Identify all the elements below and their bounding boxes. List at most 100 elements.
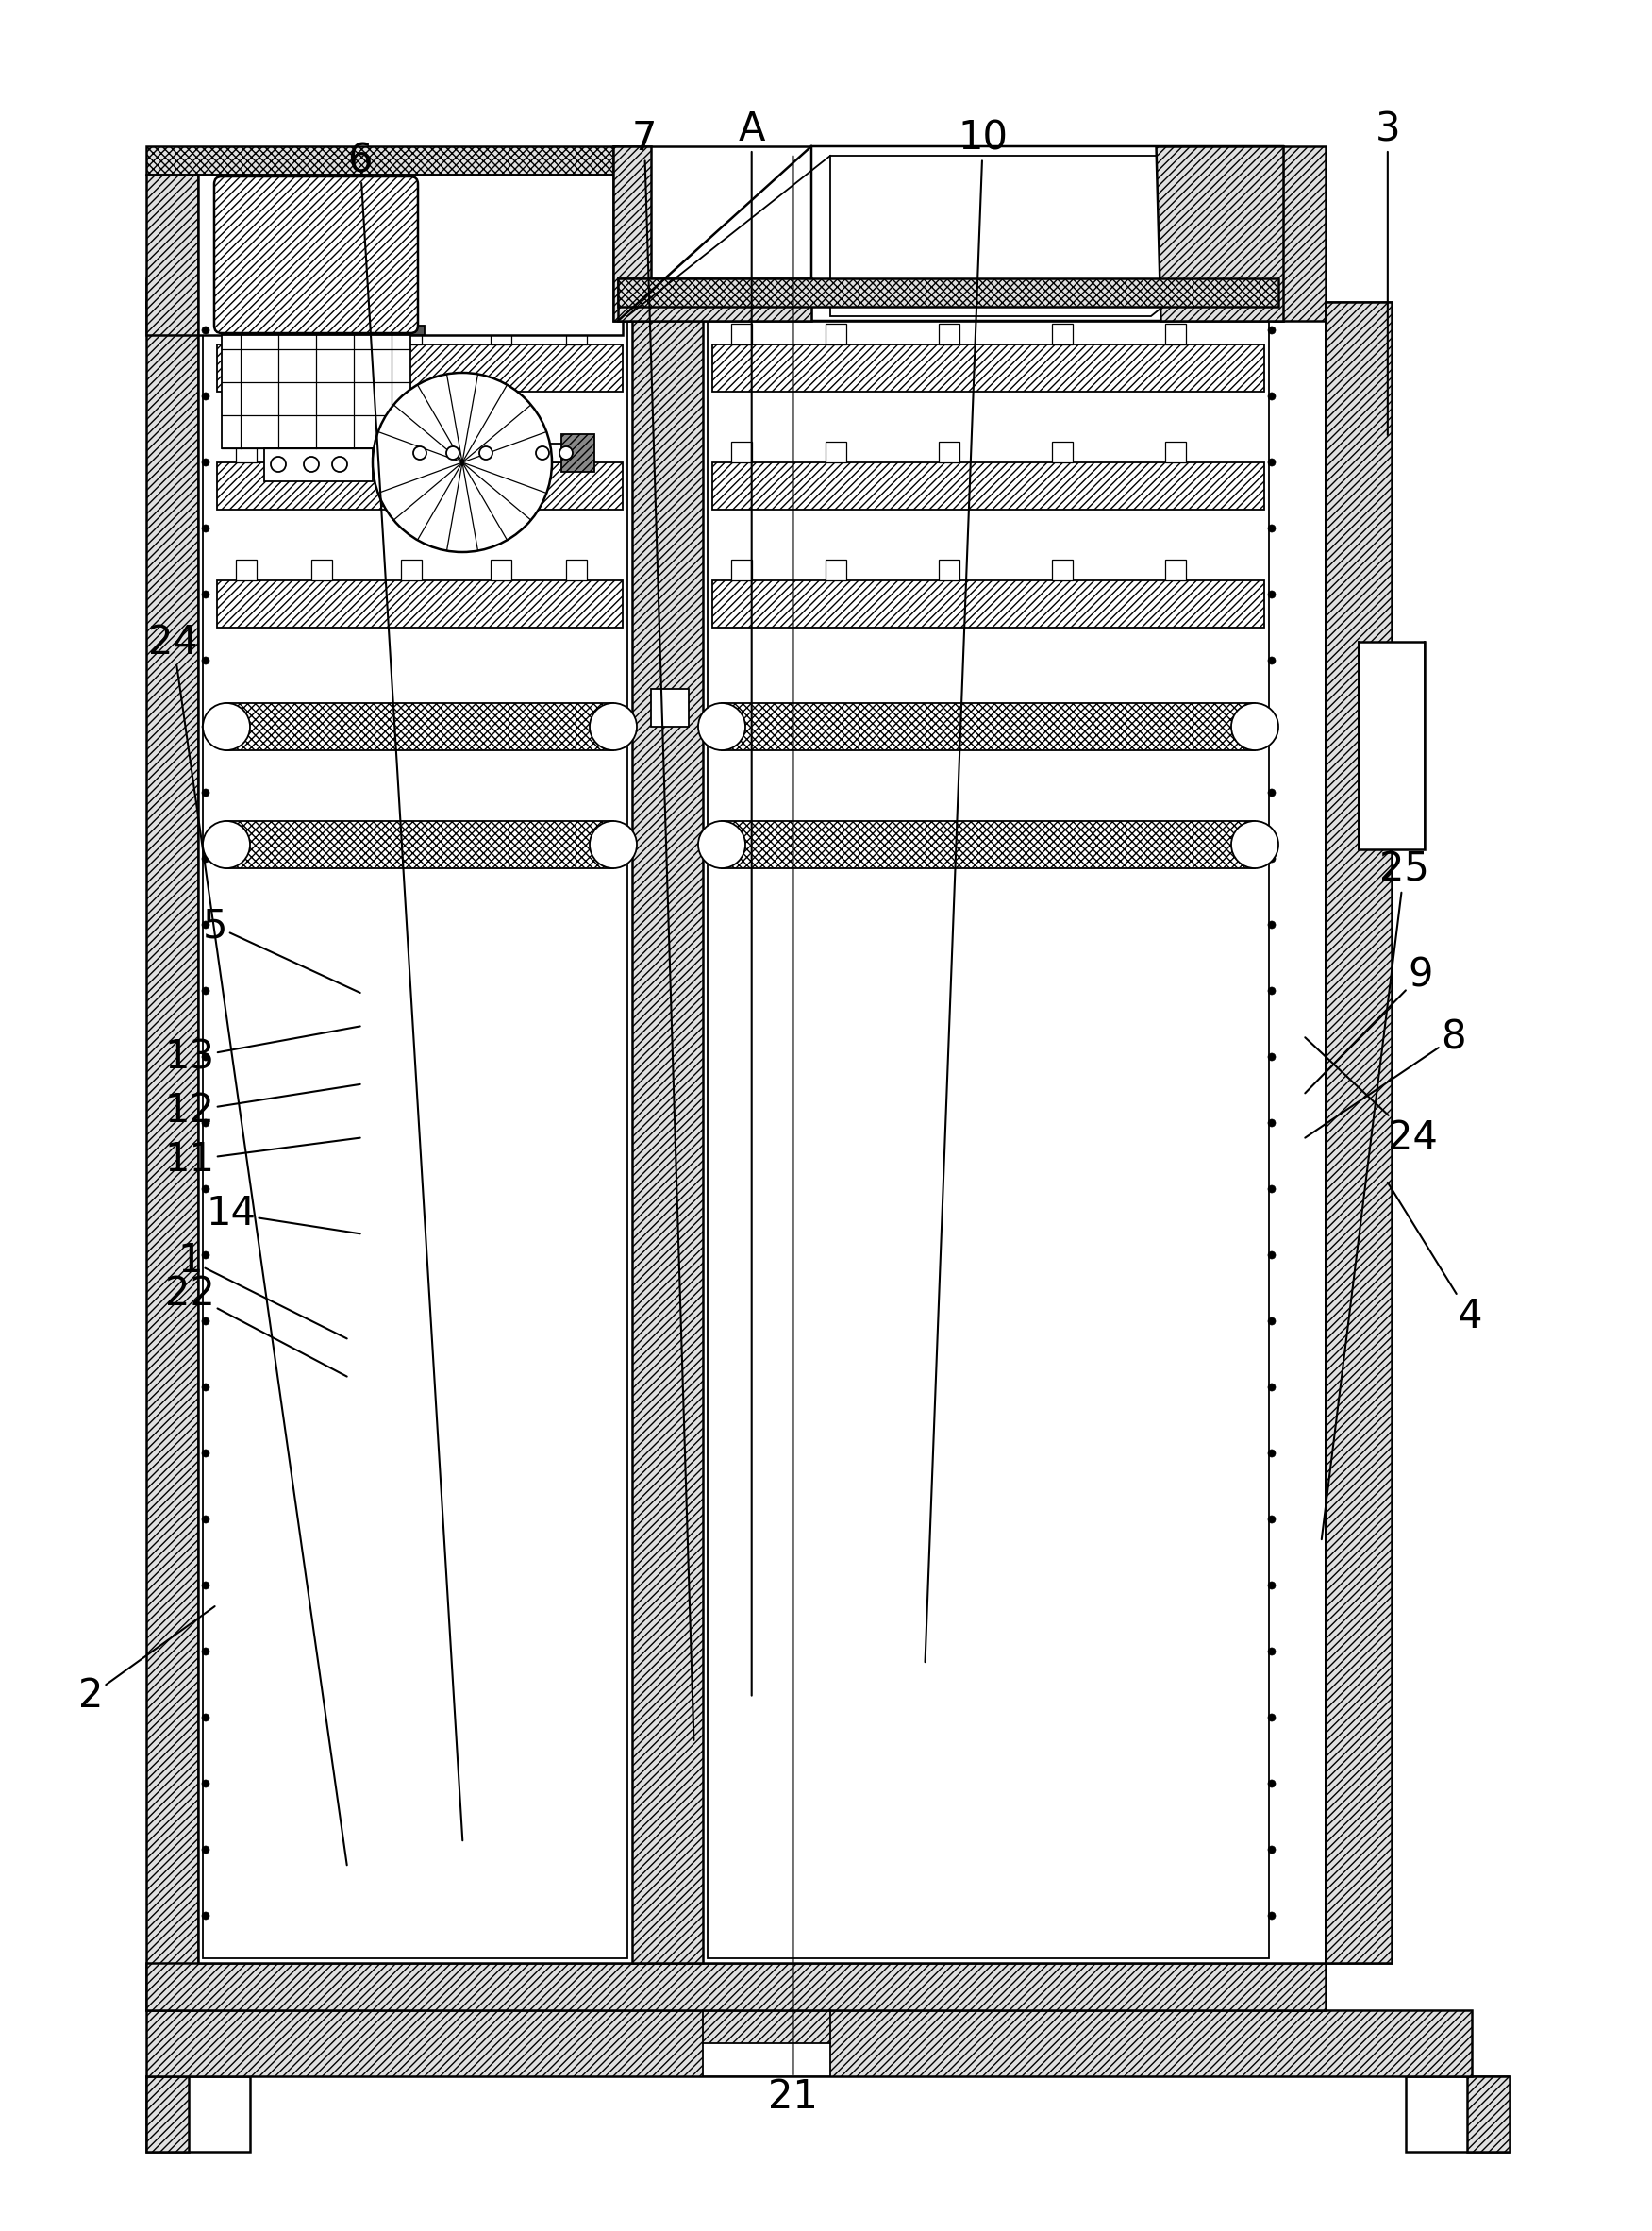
Bar: [562, 435, 595, 473]
Bar: [712, 344, 1264, 393]
Bar: [216, 462, 623, 509]
Circle shape: [590, 703, 636, 750]
Circle shape: [1269, 1649, 1275, 1655]
Circle shape: [560, 446, 573, 460]
Circle shape: [332, 457, 347, 473]
Circle shape: [1269, 1515, 1275, 1524]
Bar: [1325, 301, 1391, 1963]
Bar: [147, 2010, 1472, 2077]
Bar: [147, 147, 618, 174]
Circle shape: [202, 326, 210, 335]
Bar: [1052, 442, 1072, 462]
Text: 1: 1: [177, 1240, 347, 1339]
Circle shape: [202, 723, 210, 730]
FancyBboxPatch shape: [215, 176, 418, 332]
Bar: [491, 323, 512, 344]
Circle shape: [1231, 821, 1279, 868]
Bar: [221, 326, 425, 335]
Circle shape: [1269, 1845, 1275, 1854]
Bar: [147, 174, 198, 335]
Bar: [722, 821, 1256, 868]
Bar: [732, 323, 752, 344]
Polygon shape: [1406, 2077, 1510, 2151]
Bar: [491, 442, 512, 462]
Bar: [236, 442, 256, 462]
Circle shape: [590, 821, 636, 868]
Bar: [1358, 643, 1424, 850]
Circle shape: [413, 446, 426, 460]
Bar: [147, 279, 1325, 306]
Text: 21: 21: [768, 156, 818, 2117]
Circle shape: [202, 854, 210, 863]
Circle shape: [203, 703, 249, 750]
Bar: [567, 560, 586, 580]
Bar: [567, 323, 586, 344]
Bar: [1274, 147, 1325, 321]
Circle shape: [202, 1845, 210, 1854]
Circle shape: [1269, 656, 1275, 665]
Bar: [216, 344, 623, 393]
Circle shape: [202, 1713, 210, 1722]
Circle shape: [535, 446, 548, 460]
Polygon shape: [618, 279, 811, 321]
Circle shape: [202, 393, 210, 399]
Text: 6: 6: [347, 141, 463, 1841]
Bar: [198, 174, 623, 335]
Circle shape: [202, 1912, 210, 1919]
Text: 14: 14: [206, 1194, 360, 1234]
Bar: [567, 442, 586, 462]
Bar: [651, 689, 689, 727]
Bar: [401, 323, 421, 344]
Bar: [264, 448, 373, 482]
Polygon shape: [831, 156, 1264, 317]
Circle shape: [202, 1780, 210, 1787]
Text: 11: 11: [165, 1138, 360, 1180]
Text: 5: 5: [202, 906, 360, 993]
Bar: [712, 580, 1264, 627]
Circle shape: [446, 446, 459, 460]
Text: 12: 12: [165, 1084, 360, 1131]
Bar: [613, 147, 651, 321]
Bar: [221, 335, 410, 448]
Circle shape: [202, 656, 210, 665]
Circle shape: [1269, 986, 1275, 995]
Circle shape: [202, 1120, 210, 1127]
Circle shape: [202, 1582, 210, 1588]
Text: 25: 25: [1322, 850, 1429, 1539]
Text: 3: 3: [1374, 109, 1401, 435]
Bar: [1165, 323, 1186, 344]
Text: 8: 8: [1305, 1017, 1467, 1138]
Circle shape: [699, 821, 745, 868]
Circle shape: [202, 1252, 210, 1258]
Circle shape: [1269, 524, 1275, 533]
Bar: [707, 312, 1269, 1959]
Circle shape: [1269, 1713, 1275, 1722]
Bar: [401, 560, 421, 580]
Circle shape: [202, 1053, 210, 1060]
Bar: [311, 560, 332, 580]
Bar: [198, 306, 1325, 1963]
Circle shape: [1269, 1912, 1275, 1919]
Text: 9: 9: [1305, 955, 1434, 1093]
Text: 24: 24: [149, 622, 347, 1865]
Bar: [226, 821, 613, 868]
Circle shape: [479, 446, 492, 460]
Circle shape: [202, 524, 210, 533]
Bar: [1325, 301, 1391, 1963]
Bar: [938, 560, 960, 580]
Bar: [722, 703, 1256, 750]
Circle shape: [1269, 326, 1275, 335]
Circle shape: [202, 460, 210, 466]
Circle shape: [202, 1319, 210, 1325]
Bar: [1165, 560, 1186, 580]
Bar: [938, 323, 960, 344]
Bar: [147, 301, 198, 2010]
Text: 4: 4: [1388, 1182, 1483, 1336]
Circle shape: [1269, 790, 1275, 796]
Circle shape: [1231, 703, 1279, 750]
Circle shape: [1269, 460, 1275, 466]
Circle shape: [1269, 1383, 1275, 1392]
Bar: [1165, 442, 1186, 462]
Bar: [702, 2044, 831, 2077]
Text: 24: 24: [1305, 1037, 1437, 1158]
